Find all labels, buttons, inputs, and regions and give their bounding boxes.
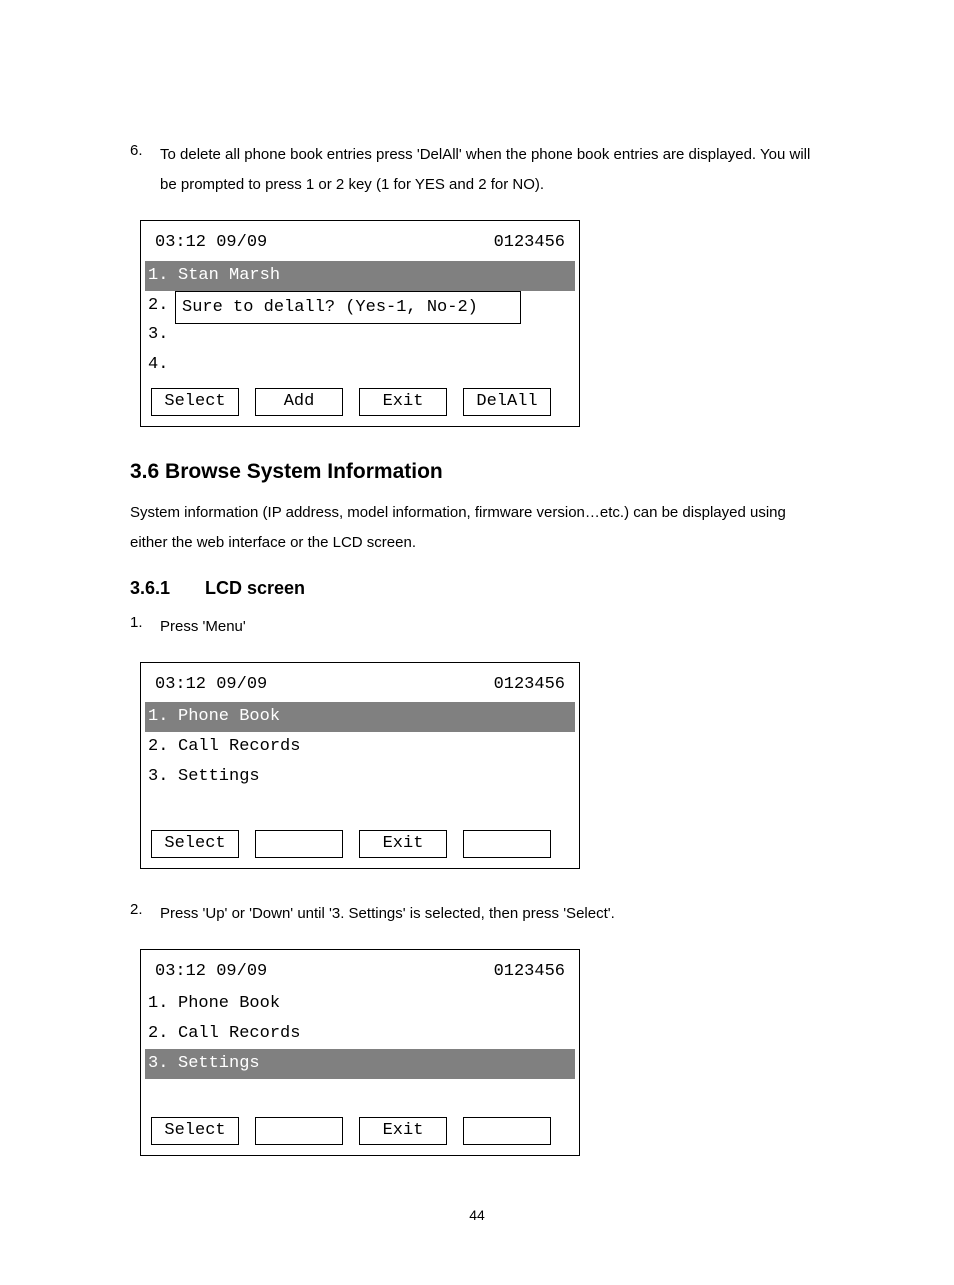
empty-button[interactable] — [255, 830, 343, 858]
lcd-prompt-box: Sure to delall? (Yes-1, No-2) — [175, 291, 521, 325]
subsection-title: LCD screen — [205, 578, 305, 598]
list-number: 2. — [130, 899, 160, 929]
lcd-row-num: 3. — [148, 323, 178, 347]
lcd-row-text: Settings — [178, 765, 572, 789]
exit-button[interactable]: Exit — [359, 1117, 447, 1145]
lcd-time: 03:12 09/09 — [155, 960, 267, 984]
lcd-row-num: 1. — [148, 992, 178, 1016]
lcd-row-text: Phone Book — [178, 705, 572, 729]
subsection-heading: 3.6.1 LCD screen — [130, 576, 824, 601]
lcd-row-text: Stan Marsh — [178, 264, 572, 288]
lcd-button-row: Select Exit — [145, 822, 575, 864]
list-text: To delete all phone book entries press '… — [160, 140, 824, 200]
lcd-screen-menu1: 03:12 09/09 0123456 1. Phone Book 2. Cal… — [140, 662, 580, 869]
lcd-row-2: 2. Call Records — [145, 732, 575, 762]
lcd-row-num: 3. — [148, 765, 178, 789]
lcd-row-num: 4. — [148, 353, 178, 377]
lcd-row-blank — [145, 792, 575, 822]
lcd-row-num: 2. — [148, 735, 178, 759]
exit-button[interactable]: Exit — [359, 830, 447, 858]
list-number: 1. — [130, 612, 160, 642]
select-button[interactable]: Select — [151, 830, 239, 858]
lcd-row-2: 2. Sure to delall? (Yes-1, No-2) — [145, 291, 575, 321]
lcd-row-1: 1. Phone Book — [145, 989, 575, 1019]
lcd-row-3: 3. Settings — [145, 762, 575, 792]
exit-button[interactable]: Exit — [359, 388, 447, 416]
lcd-row-4: 4. — [145, 350, 575, 380]
list-text: Press 'Menu' — [160, 612, 824, 642]
lcd-header: 03:12 09/09 0123456 — [145, 225, 575, 261]
empty-button[interactable] — [255, 1117, 343, 1145]
lcd-screen-delall: 03:12 09/09 0123456 1. Stan Marsh 2. Sur… — [140, 220, 580, 427]
lcd-row-2: 2. Call Records — [145, 1019, 575, 1049]
lcd-header: 03:12 09/09 0123456 — [145, 667, 575, 703]
lcd-number: 0123456 — [494, 960, 565, 984]
lcd-number: 0123456 — [494, 673, 565, 697]
lcd-row-3: 3. Settings — [145, 1049, 575, 1079]
lcd-prompt-text: Sure to delall? (Yes-1, No-2) — [182, 298, 478, 317]
section-heading: 3.6 Browse System Information — [130, 457, 824, 486]
lcd-row-text: Settings — [178, 1052, 572, 1076]
lcd-row-3: 3. — [145, 320, 575, 350]
lcd-row-num: 3. — [148, 1052, 178, 1076]
lcd-screen-menu2: 03:12 09/09 0123456 1. Phone Book 2. Cal… — [140, 949, 580, 1156]
select-button[interactable]: Select — [151, 1117, 239, 1145]
empty-button[interactable] — [463, 830, 551, 858]
add-button[interactable]: Add — [255, 388, 343, 416]
lcd-number: 0123456 — [494, 231, 565, 255]
list-item-6: 6. To delete all phone book entries pres… — [130, 140, 824, 200]
delall-button[interactable]: DelAll — [463, 388, 551, 416]
subsection-number: 3.6.1 — [130, 576, 200, 601]
lcd-header: 03:12 09/09 0123456 — [145, 954, 575, 990]
list-number: 6. — [130, 140, 160, 200]
lcd-row-num: 2. — [148, 294, 178, 318]
lcd-row-1: 1. Stan Marsh — [145, 261, 575, 291]
lcd-time: 03:12 09/09 — [155, 231, 267, 255]
lcd-time: 03:12 09/09 — [155, 673, 267, 697]
list-item-1: 1. Press 'Menu' — [130, 612, 824, 642]
lcd-row-1: 1. Phone Book — [145, 702, 575, 732]
page-number: 44 — [130, 1206, 824, 1226]
list-text: Press 'Up' or 'Down' until '3. Settings'… — [160, 899, 824, 929]
lcd-row-num: 1. — [148, 705, 178, 729]
lcd-row-blank — [145, 1079, 575, 1109]
empty-button[interactable] — [463, 1117, 551, 1145]
lcd-row-text: Phone Book — [178, 992, 572, 1016]
lcd-row-num: 1. — [148, 264, 178, 288]
select-button[interactable]: Select — [151, 388, 239, 416]
list-item-2: 2. Press 'Up' or 'Down' until '3. Settin… — [130, 899, 824, 929]
lcd-row-text: Call Records — [178, 1022, 572, 1046]
section-paragraph: System information (IP address, model in… — [130, 498, 824, 558]
lcd-button-row: Select Exit — [145, 1109, 575, 1151]
lcd-row-text: Call Records — [178, 735, 572, 759]
lcd-button-row: Select Add Exit DelAll — [145, 380, 575, 422]
lcd-row-num: 2. — [148, 1022, 178, 1046]
